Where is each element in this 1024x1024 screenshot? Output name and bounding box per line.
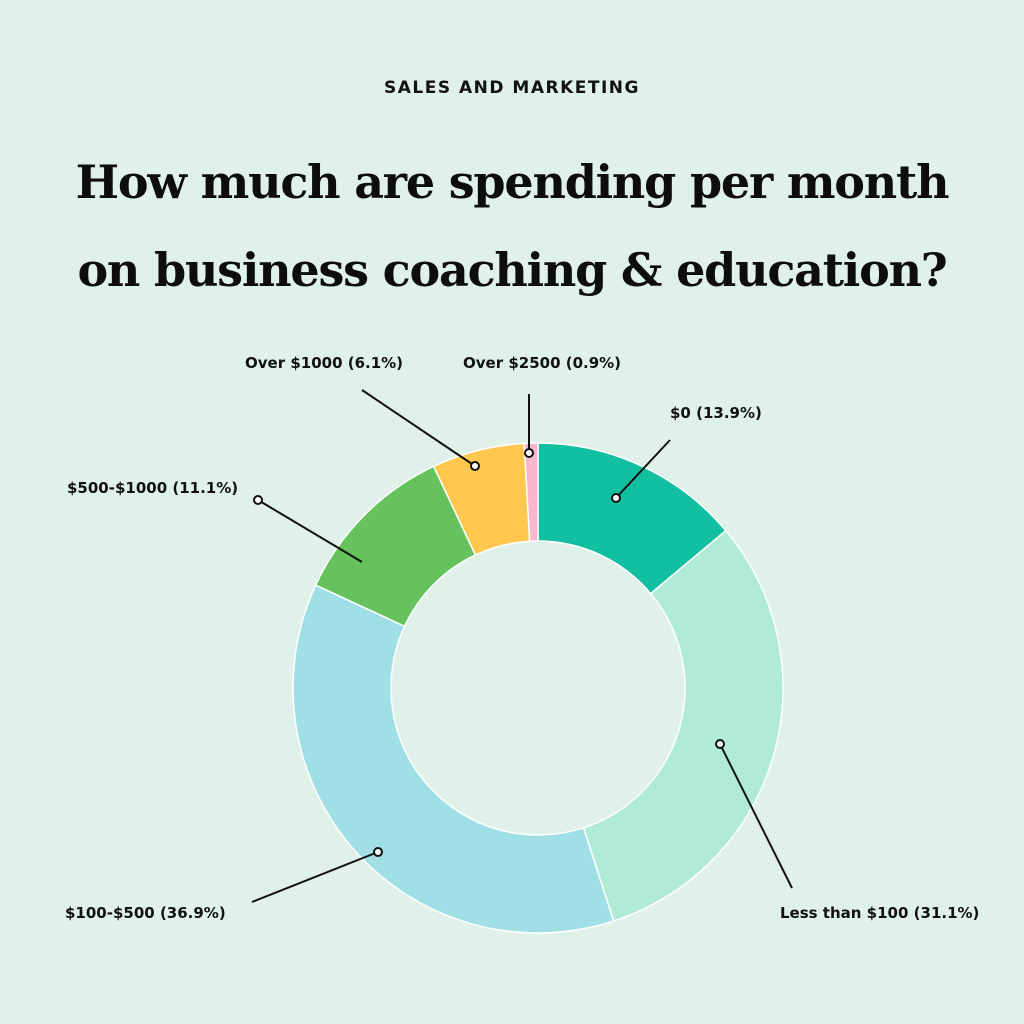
- leader-line-500-1000: [257, 499, 363, 563]
- category-label: SALES AND MARKETING: [384, 78, 640, 98]
- leader-line-less-than-100: [719, 743, 793, 889]
- slice-label-0: $0 (13.9%): [670, 404, 762, 422]
- slice-label-less-than-100: Less than $100 (31.1%): [780, 904, 979, 922]
- leader-dot-500-1000: [253, 495, 263, 505]
- slice-label-over-2500: Over $2500 (0.9%): [463, 354, 621, 372]
- chart-title: How much are spending per month on busin…: [40, 138, 984, 314]
- slice-label-over-1000: Over $1000 (6.1%): [245, 354, 403, 372]
- slice-label-500-1000: $500-$1000 (11.1%): [67, 479, 238, 497]
- slice-less-than-100: [582, 529, 784, 922]
- chart-title-line-2: on business coaching & education?: [77, 243, 947, 297]
- leader-dot-100-500: [373, 847, 383, 857]
- leader-dot-over-2500: [524, 448, 534, 458]
- slice-100-500: [292, 584, 615, 934]
- label-leaders: [251, 389, 793, 903]
- chart-title-line-1: How much are spending per month: [75, 155, 950, 209]
- donut-slices: [292, 442, 784, 934]
- slice-labels: $0 (13.9%) Less than $100 (31.1%) $100-$50…: [65, 354, 979, 922]
- leader-line-100-500: [251, 851, 379, 903]
- slice-label-100-500: $100-$500 (36.9%): [65, 904, 226, 922]
- leader-dot-over-1000: [470, 461, 480, 471]
- leader-line-0: [615, 439, 671, 499]
- leader-line-over-1000: [361, 389, 476, 467]
- leader-dot-less-than-100: [715, 739, 725, 749]
- leader-dot-0: [611, 493, 621, 503]
